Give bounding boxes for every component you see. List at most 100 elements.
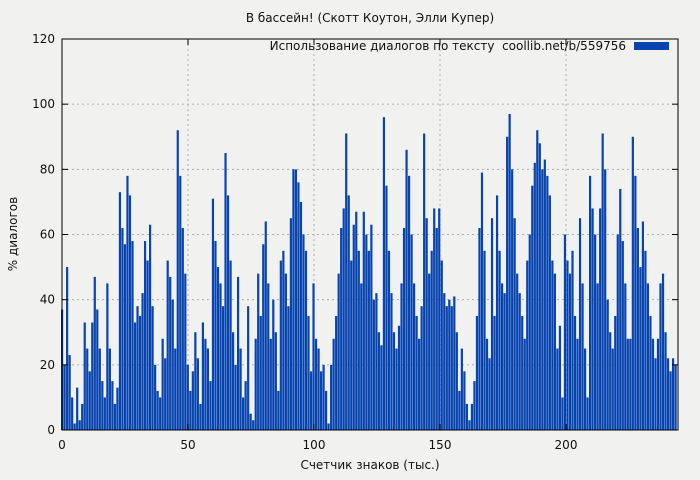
bar [528, 234, 531, 430]
bar [357, 250, 360, 430]
bar [568, 273, 572, 430]
bar [319, 371, 323, 430]
bar [93, 276, 96, 430]
bar [609, 332, 612, 430]
bar [483, 250, 486, 430]
bar [327, 423, 330, 430]
bar [583, 348, 587, 430]
bar [410, 234, 413, 430]
bar [88, 371, 91, 430]
bar [73, 423, 76, 430]
bar [287, 306, 290, 430]
bar [347, 195, 350, 430]
bar [387, 250, 391, 430]
bar [397, 325, 401, 430]
legend-label: Использование диалогов по тексту coollib… [270, 39, 626, 53]
bar [247, 306, 250, 430]
bar [671, 358, 675, 430]
bar [450, 306, 453, 430]
bar [252, 420, 255, 430]
bar [551, 260, 554, 430]
bar [111, 381, 114, 431]
bar [624, 283, 627, 431]
axis-tick-labels: 0 20 40 60 80 100 120 0 50 100 150 200 [32, 32, 577, 452]
bar [302, 234, 305, 430]
bar [443, 293, 446, 430]
bar [161, 338, 164, 430]
bar [458, 390, 461, 430]
y-tick-label: 80 [40, 162, 55, 176]
bar [325, 390, 328, 430]
bar [68, 355, 71, 430]
bar [259, 315, 262, 430]
bar [435, 227, 438, 430]
bar [578, 218, 582, 430]
bar [533, 162, 536, 430]
bar [362, 211, 365, 430]
bar [402, 227, 406, 430]
bar [186, 364, 189, 430]
bar [83, 322, 86, 430]
bar [234, 364, 237, 430]
bar [113, 403, 116, 430]
bar [299, 201, 303, 430]
bar [121, 227, 124, 430]
bar [493, 315, 496, 430]
bar [666, 358, 670, 430]
bar [445, 306, 448, 430]
bar [428, 273, 431, 430]
bar [485, 338, 489, 430]
bar [511, 169, 514, 430]
bar [407, 175, 411, 430]
bar [237, 276, 240, 430]
bar [103, 397, 106, 430]
bar [453, 296, 456, 430]
bar [314, 338, 318, 430]
bar [149, 224, 152, 430]
bar [521, 315, 524, 430]
bar [216, 267, 220, 430]
bar [96, 309, 99, 430]
bar [639, 267, 642, 430]
bar [636, 227, 639, 430]
bar [133, 322, 137, 430]
bar [123, 244, 127, 430]
bar [604, 169, 607, 430]
bar [304, 250, 308, 430]
bar [538, 143, 541, 430]
bar [159, 397, 162, 430]
bar [239, 348, 242, 430]
bar [154, 364, 157, 430]
bar [128, 195, 132, 430]
bar [211, 198, 215, 430]
x-tick-label: 100 [303, 438, 326, 452]
bar [438, 208, 441, 430]
bar [508, 113, 511, 430]
bar [616, 234, 619, 430]
y-tick-label: 100 [32, 97, 55, 111]
bar [322, 364, 325, 430]
bar [425, 218, 428, 430]
bar [480, 172, 484, 430]
bar [460, 348, 463, 430]
bar [297, 182, 300, 430]
bar [634, 175, 637, 430]
bar [626, 338, 629, 430]
bar [191, 371, 194, 430]
bar [330, 364, 333, 430]
bar [606, 299, 609, 430]
bar [561, 397, 564, 430]
bar [543, 159, 546, 430]
y-axis-label: % диалогов [6, 197, 20, 271]
bar [506, 136, 509, 430]
bar [143, 241, 147, 430]
bar [244, 381, 247, 431]
y-tick-label: 40 [40, 293, 55, 307]
bar [591, 208, 594, 430]
bar [586, 397, 589, 430]
bar [490, 218, 494, 430]
bar [76, 387, 79, 430]
bar [264, 221, 267, 430]
bar [71, 397, 74, 430]
